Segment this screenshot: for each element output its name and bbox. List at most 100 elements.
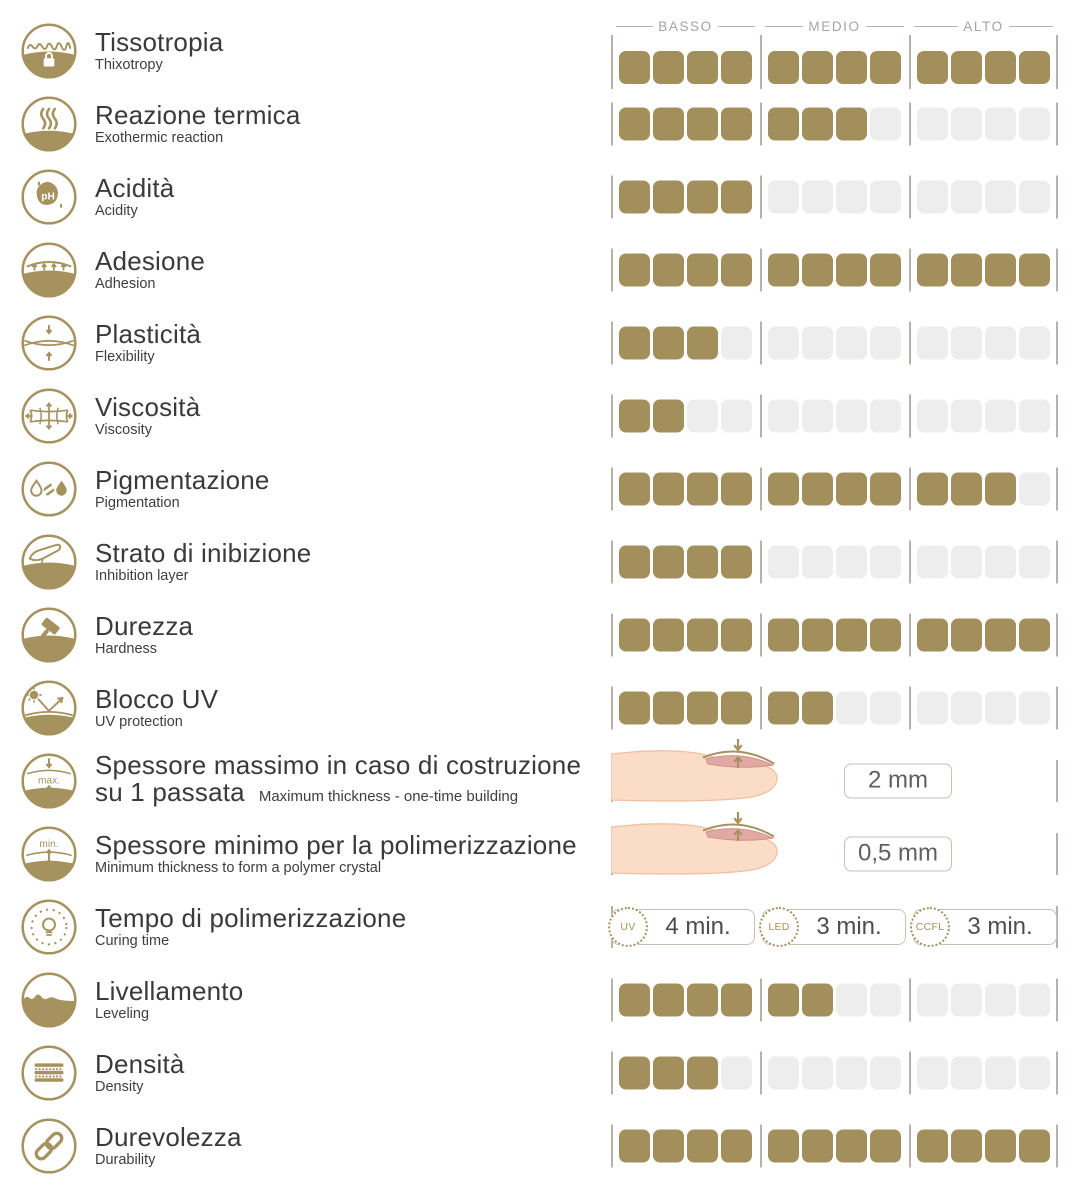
rating-square-filled <box>801 1129 834 1162</box>
scale-tick <box>611 102 613 145</box>
scale-tick <box>909 102 911 145</box>
rating-group <box>909 1056 1058 1089</box>
rating-group <box>611 545 760 578</box>
rating-group <box>909 326 1058 359</box>
rating-square-filled <box>618 472 651 505</box>
property-title: Adesione <box>95 245 206 276</box>
thickness-value-box: 0,5 mm <box>844 836 952 871</box>
rating-square-filled <box>618 253 651 286</box>
rating-bar <box>611 1109 1058 1182</box>
rating-square-filled <box>767 472 800 505</box>
rating-square-filled <box>767 253 800 286</box>
rating-group <box>760 51 909 84</box>
rating-square-empty <box>984 545 1017 578</box>
scale-header-cell: ALTO <box>909 19 1058 34</box>
scale-tick <box>1056 540 1058 583</box>
property-title: Durezza <box>95 610 194 641</box>
rating-square-empty <box>984 107 1017 140</box>
rating-square-empty <box>869 180 902 213</box>
rating-square-empty <box>767 545 800 578</box>
rating-square-empty <box>835 180 868 213</box>
scale-tick <box>611 1051 613 1094</box>
rating-group <box>611 180 760 213</box>
rating-square-filled <box>767 983 800 1016</box>
property-subtitle: Density <box>95 1078 144 1095</box>
rating-square-empty <box>1018 545 1051 578</box>
row-leveling: Livellamento Leveling <box>0 963 1080 1036</box>
rating-square-filled <box>652 107 685 140</box>
property-title: Strato di inibizione <box>95 537 312 568</box>
rating-square-filled <box>767 107 800 140</box>
rating-group <box>760 545 909 578</box>
scale-tick <box>611 467 613 510</box>
rating-square-filled <box>835 107 868 140</box>
rating-group <box>611 1056 760 1089</box>
rating-squares <box>611 394 1058 437</box>
rating-square-empty <box>1018 691 1051 724</box>
ccfl-lamp-icon: CCFL <box>910 906 950 947</box>
rating-square-filled <box>686 983 719 1016</box>
rating-square-empty <box>835 326 868 359</box>
rating-square-filled <box>720 51 753 84</box>
property-title: Tempo di polimerizzazione <box>95 902 407 933</box>
rating-group <box>611 326 760 359</box>
rating-square-filled <box>618 51 651 84</box>
rating-square-filled <box>869 472 902 505</box>
row-max-thickness: max. Spessore massimo in caso di costruzi… <box>0 738 1080 817</box>
scale-tick <box>1056 1051 1058 1094</box>
rating-square-empty <box>984 1056 1017 1089</box>
scale-tick <box>760 1051 762 1094</box>
property-subtitle: Maximum thickness - one-time building <box>258 787 519 805</box>
rating-square-filled <box>618 1056 651 1089</box>
exothermic-reaction-icon <box>20 95 78 153</box>
rating-square-filled <box>720 691 753 724</box>
scale-tick <box>611 613 613 656</box>
rating-square-filled <box>652 1129 685 1162</box>
scale-tick <box>1056 759 1058 802</box>
rating-square-filled <box>916 1129 949 1162</box>
row-min-thickness: min. Spessore minimo per la polimerizzazi… <box>0 811 1080 890</box>
rating-square-filled <box>916 51 949 84</box>
rating-square-filled <box>686 691 719 724</box>
rating-squares <box>611 35 1058 89</box>
scale-tick <box>1056 613 1058 656</box>
row-inhibition-layer: Strato di inibizione Inhibition layer <box>0 525 1080 598</box>
property-labels: Tempo di polimerizzazione Curing time <box>95 902 611 949</box>
scale-tick <box>909 394 911 437</box>
scale-label-basso: BASSO <box>658 19 713 34</box>
rating-square-filled <box>1018 51 1051 84</box>
rating-squares <box>611 1051 1058 1094</box>
rating-square-empty <box>767 180 800 213</box>
scale-tick <box>1056 978 1058 1021</box>
rating-group <box>909 983 1058 1016</box>
rating-square-filled <box>686 326 719 359</box>
rating-square-filled <box>618 618 651 651</box>
rating-squares <box>611 467 1058 510</box>
rating-square-empty <box>869 107 902 140</box>
property-title-line2: su 1 passata Maximum thickness - one-time… <box>95 776 519 807</box>
rating-square-empty <box>767 1056 800 1089</box>
leveling-icon <box>20 971 78 1029</box>
scale-tick <box>1056 832 1058 875</box>
property-subtitle: Thixotropy <box>95 56 163 73</box>
rating-square-filled <box>950 618 983 651</box>
rating-square-filled <box>1018 618 1051 651</box>
rating-group <box>909 51 1058 84</box>
curing-time-value: 3 min. <box>967 912 1033 940</box>
property-subtitle: Curing time <box>95 932 170 949</box>
rating-square-empty <box>1018 326 1051 359</box>
rating-bar <box>611 233 1058 306</box>
scale-tick <box>611 1124 613 1167</box>
svg-text:min.: min. <box>39 838 58 849</box>
finger-nail-illustration <box>610 737 781 820</box>
rating-square-empty <box>950 1056 983 1089</box>
row-durability: Durevolezza Durability <box>0 1109 1080 1182</box>
rating-group <box>909 472 1058 505</box>
scale-tick <box>1056 905 1058 948</box>
rating-square-filled <box>618 545 651 578</box>
rating-group <box>760 691 909 724</box>
rating-square-empty <box>869 691 902 724</box>
scale-tick <box>909 467 911 510</box>
rating-group <box>611 983 760 1016</box>
acidity-icon: pH <box>20 168 78 226</box>
